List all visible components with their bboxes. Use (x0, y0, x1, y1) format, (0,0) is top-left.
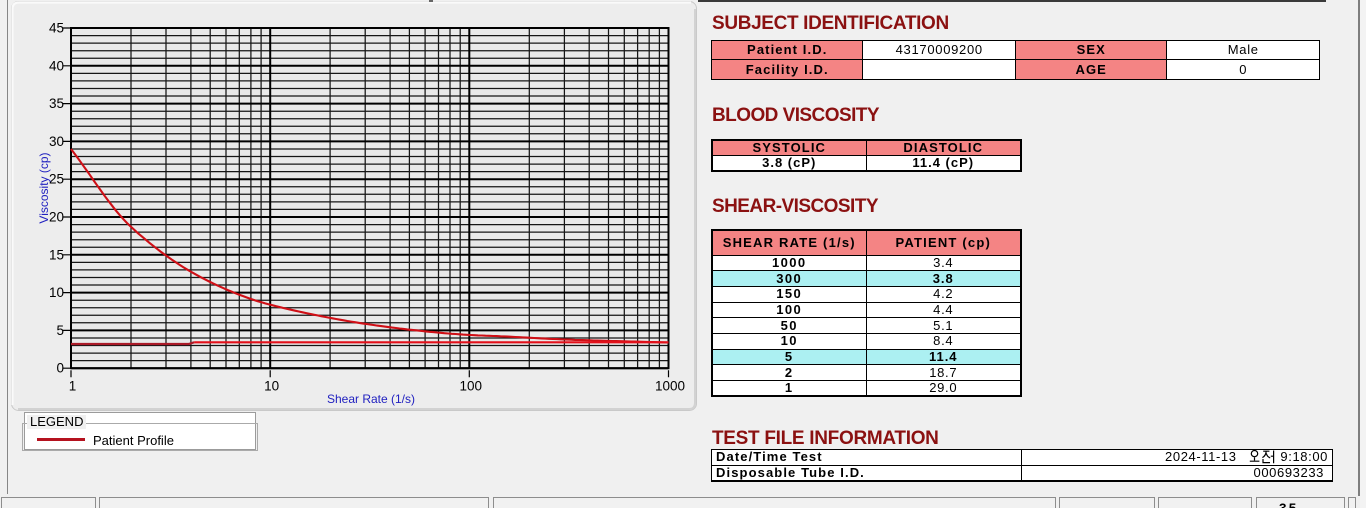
svg-text:Viscosity (cp): Viscosity (cp) (37, 152, 51, 223)
svg-text:25: 25 (49, 172, 64, 187)
svg-text:15: 15 (49, 247, 64, 262)
svg-text:30: 30 (49, 134, 64, 149)
svg-text:1000: 1000 (655, 379, 685, 394)
svg-text:0: 0 (56, 361, 64, 376)
svg-text:100: 100 (460, 379, 483, 394)
svg-text:40: 40 (49, 58, 64, 73)
svg-text:10: 10 (264, 379, 279, 394)
svg-text:45: 45 (49, 21, 64, 36)
svg-text:35: 35 (49, 96, 64, 111)
svg-text:5: 5 (56, 323, 64, 338)
svg-text:Shear Rate (1/s): Shear Rate (1/s) (327, 392, 415, 406)
svg-text:10: 10 (49, 285, 64, 300)
svg-text:1: 1 (69, 379, 77, 394)
svg-text:20: 20 (49, 210, 64, 225)
